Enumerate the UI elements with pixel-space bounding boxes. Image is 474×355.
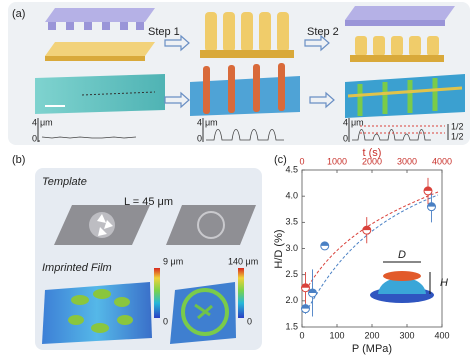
x2-tick-label: 4000 [432,156,452,166]
film-label: Imprinted Film [42,262,112,274]
stamp-teeth [48,22,144,30]
grating-base [200,50,294,58]
step-label: Step 1 [148,26,180,38]
x-tick-label: 0 [299,330,304,340]
colorbar-top: 140 μm [228,256,258,266]
x-tick-label: 100 [329,330,344,340]
grating [205,12,289,52]
x2-axis-title: t (s) [363,147,382,159]
y-tick-label: 4.5 [285,164,298,174]
profile-bottom: 0 [197,133,202,143]
film-features [68,289,133,333]
film-features [194,303,213,320]
step-label: Step 2 [307,26,339,38]
profile: 4 μm 0 [343,117,449,143]
grating [355,36,439,56]
point-fill [301,283,310,288]
inset-h: H [440,277,448,289]
profile: 4 μm 0 [197,117,284,143]
colorbar-bottom: 0 [163,316,168,326]
afm-flat [35,74,165,114]
y-axis-title: H/D (%) [273,229,285,268]
template-label: Template [42,176,87,188]
grid-lines [347,78,463,116]
template-pattern [89,212,115,238]
ridges [203,63,285,114]
substrate [45,42,155,56]
point-fill [427,202,436,207]
fraction: 1/2 [451,121,464,131]
y-tick-label: 2.5 [285,269,298,279]
profile-unit: μm [351,117,364,127]
profile-bottom: 0 [343,133,348,143]
colorbar-bottom: 0 [247,316,252,326]
y-tick-label: 2.0 [285,295,298,305]
inset [370,261,434,303]
x-axis-title: P (MPa) [352,343,392,355]
length-label: L = 45 μm [124,196,173,208]
fraction: 1/2 [451,131,464,141]
profile-unit: μm [205,117,218,127]
stamp [345,6,455,20]
point-fill [362,226,371,231]
colorbar-top: 9 μm [163,256,183,266]
profile-top: 4 [197,117,202,127]
profile-top: 4 [32,117,37,127]
stamp [45,8,155,22]
point-fill [320,241,329,246]
y-tick-label: 3.5 [285,217,298,227]
point-fill [308,288,317,293]
panel-label: (a) [12,8,25,20]
panel-label: (b) [12,154,25,166]
profile-top: 4 [343,117,348,127]
y-tick-label: 4.0 [285,191,298,201]
x-tick-label: 400 [434,330,449,340]
x2-tick-label: 3000 [397,156,417,166]
point-fill [424,186,432,191]
fit-curve [305,194,439,313]
profile: 4 μm 0 [32,117,137,143]
y-tick-label: 1.5 [285,321,298,331]
panel-label: (c) [274,154,287,166]
template-b [166,205,256,245]
x-tick-label: 300 [399,330,414,340]
template-cuts [97,214,113,236]
step-arrows [164,34,335,109]
colorbar [154,268,160,318]
x2-tick-label: 2000 [362,156,382,166]
profile-unit: μm [40,117,53,127]
grating-base [350,55,444,62]
x2-tick-label: 1000 [327,156,347,166]
afm-ridges [190,76,300,116]
stamp-side [345,20,445,26]
point-fill [301,304,310,309]
y-tick-label: 3.0 [285,243,298,253]
colorbar [238,268,244,318]
inset-d: D [398,249,406,261]
film-ring [181,288,229,336]
scan-line [81,91,156,96]
profile-bottom: 0 [32,133,37,143]
x-tick-label: 200 [364,330,379,340]
fit-curve [305,191,439,291]
x2-tick-label: 0 [299,156,304,166]
substrate-side [45,56,145,61]
template-pattern [197,211,225,239]
